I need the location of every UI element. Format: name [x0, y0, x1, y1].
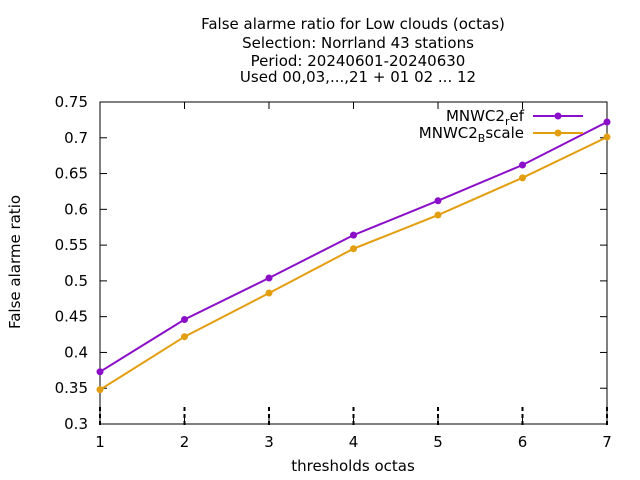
- y-tick-label: 0.55: [55, 236, 88, 254]
- legend-label: MNWC2ref: [446, 107, 525, 128]
- y-tick-label: 0.5: [64, 272, 88, 290]
- data-point: [519, 174, 526, 182]
- title-line: False alarme ratio for Low clouds (octas…: [201, 15, 505, 33]
- data-point: [350, 245, 357, 253]
- title-line: Used 00,03,...,21 + 01 02 ... 12: [240, 68, 476, 86]
- x-tick-label: 1: [95, 433, 105, 451]
- series-line: [99, 136, 608, 391]
- title-line: Period: 20240601-20240630: [251, 52, 466, 70]
- y-tick-label: 0.4: [64, 343, 88, 361]
- x-tick-label: 4: [349, 433, 359, 451]
- data-point: [434, 211, 442, 219]
- data-point: [434, 197, 442, 205]
- x-tick-label: 5: [433, 433, 443, 451]
- data-point: [603, 118, 611, 126]
- plot-frame: [99, 101, 608, 425]
- x-tick-label: 3: [264, 433, 274, 451]
- data-point: [181, 316, 188, 324]
- title-line: Selection: Norrland 43 stations: [242, 34, 474, 52]
- data-point: [181, 333, 188, 341]
- legend-marker: [554, 129, 562, 137]
- data-point: [603, 133, 611, 141]
- legend-label: MNWC2Bscale: [419, 124, 524, 145]
- y-axis: 0.3 0.35 0.4 0.45 0.5 0.55 0.6 0.65 0.7 0.75: [55, 93, 607, 433]
- x-axis-label: thresholds octas: [291, 457, 415, 475]
- y-axis-label: False alarme ratio: [6, 195, 24, 329]
- data-point: [350, 231, 357, 239]
- x-tick-label: 6: [518, 433, 528, 451]
- y-tick-label: 0.75: [55, 93, 88, 111]
- chart-title: False alarme ratio for Low clouds (octas…: [201, 15, 505, 86]
- x-axis: 1 2 3 4 5 6 7: [95, 102, 612, 451]
- y-tick-label: 0.35: [55, 379, 88, 397]
- data-point: [96, 368, 104, 376]
- x-tick-label: 7: [602, 433, 612, 451]
- y-tick-label: 0.45: [55, 308, 88, 326]
- data-point: [519, 161, 526, 169]
- y-tick-label: 0.3: [64, 415, 88, 433]
- series-group: [96, 118, 611, 394]
- data-point: [96, 386, 104, 394]
- data-point: [265, 289, 273, 297]
- x-tick-label: 2: [180, 433, 190, 451]
- data-point: [265, 274, 273, 282]
- y-tick-label: 0.65: [55, 165, 88, 183]
- legend-marker: [554, 112, 562, 120]
- y-tick-label: 0.6: [64, 200, 88, 218]
- y-tick-label: 0.7: [64, 129, 88, 147]
